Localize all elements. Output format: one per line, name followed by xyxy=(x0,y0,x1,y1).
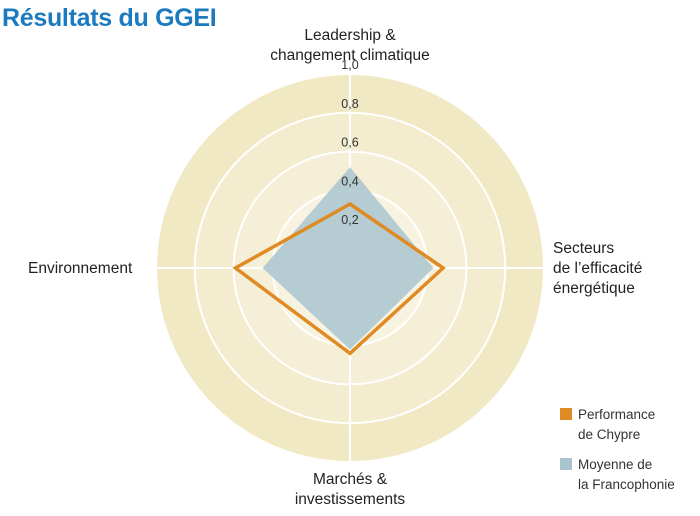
r-tick-label: 0,4 xyxy=(341,174,358,188)
axis-label-line: Environnement xyxy=(28,260,133,277)
chart-title: Résultats du GGEI xyxy=(2,4,217,32)
axis-label-line: investissements xyxy=(294,491,406,508)
legend-swatch-francophonie xyxy=(560,458,572,470)
series-area-francophonie xyxy=(262,167,434,350)
r-tick-label: 0,2 xyxy=(341,213,358,227)
axis-label-line: Marchés & xyxy=(312,471,388,488)
axis-label-line: énergétique xyxy=(553,280,635,297)
series-line-chypre xyxy=(232,201,446,356)
axis-label-environnement: Environnement xyxy=(28,259,132,279)
legend-label-chypre: Performance de Chypre xyxy=(578,405,698,445)
legend-label-line: la Francophonie xyxy=(578,477,675,492)
legend-label-line: Performance xyxy=(578,407,656,422)
r-tick-label: 0,6 xyxy=(341,136,358,150)
radar-tick-labels: 0,2 0,4 0,6 0,8 1,0 xyxy=(341,58,358,227)
axis-label-marches: Marchés & investissements xyxy=(260,470,440,510)
r-tick-label: 1,0 xyxy=(341,58,358,72)
axis-label-line: Secteurs xyxy=(553,240,615,257)
axis-label-line: Leadership & xyxy=(304,27,396,44)
legend-item-chypre: Performance de Chypre xyxy=(560,405,698,445)
legend: Performance de Chypre Moyenne de la Fran… xyxy=(560,405,698,505)
legend-label-francophonie: Moyenne de la Francophonie xyxy=(578,455,698,495)
legend-label-line: de Chypre xyxy=(578,427,641,442)
legend-swatch-chypre xyxy=(560,408,572,420)
r-tick-label: 0,8 xyxy=(341,97,358,111)
legend-item-francophonie: Moyenne de la Francophonie xyxy=(560,455,698,495)
axis-label-leadership: Leadership & changement climatique xyxy=(260,26,440,66)
radar-series xyxy=(232,167,446,356)
axis-label-line: de l’efficacité xyxy=(553,260,643,277)
legend-label-line: Moyenne de xyxy=(578,457,653,472)
axis-label-line: changement climatique xyxy=(270,47,430,64)
axis-label-secteurs: Secteurs de l’efficacité énergétique xyxy=(553,239,642,299)
